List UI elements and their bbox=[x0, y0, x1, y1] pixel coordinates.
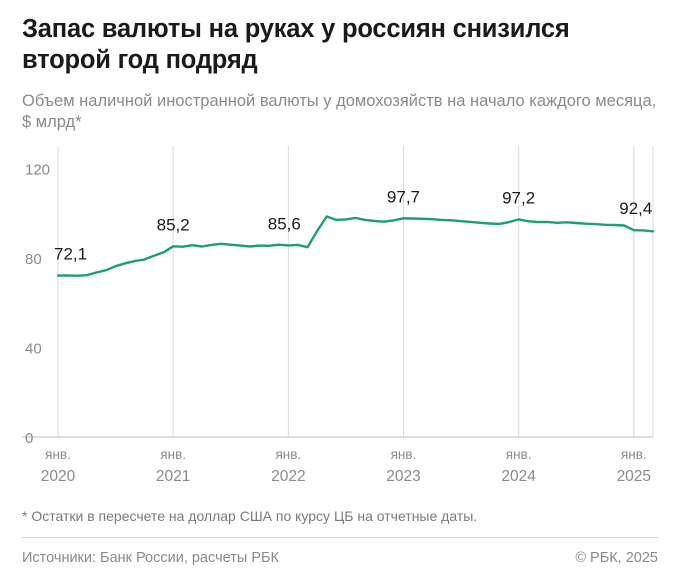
y-tick-label: 40 bbox=[25, 340, 42, 357]
data-label: 85,6 bbox=[268, 214, 301, 233]
x-tick-label-month: янв. bbox=[621, 447, 647, 462]
data-label: 97,7 bbox=[387, 187, 420, 206]
y-tick-label: 0 bbox=[25, 430, 33, 447]
x-tick-label-year: 2020 bbox=[41, 468, 76, 485]
line-chart: 0 40 80 120 янв. 2020 янв. 2021 янв. 2022 янв. 2023… bbox=[22, 146, 655, 485]
data-label: 85,2 bbox=[157, 215, 190, 234]
footer-divider bbox=[22, 537, 658, 538]
data-label: 92,4 bbox=[619, 199, 652, 218]
y-tick-label: 80 bbox=[25, 251, 42, 268]
x-tick-label-month: янв. bbox=[45, 447, 71, 462]
x-tick-label-year: 2022 bbox=[271, 468, 305, 485]
x-tick-label-year: 2023 bbox=[386, 468, 420, 485]
chart-title: Запас валюты на руках у россиян снизился… bbox=[22, 15, 570, 74]
y-tick-label: 120 bbox=[25, 161, 50, 178]
x-tick-label-year: 2021 bbox=[156, 468, 190, 485]
chart-subtitle: Объем наличной иностранной валюты у домо… bbox=[22, 92, 657, 131]
x-tick-label-year: 2025 bbox=[617, 468, 651, 485]
x-tick-label-month: янв. bbox=[506, 447, 532, 462]
data-label: 97,2 bbox=[502, 188, 535, 207]
copyright: © РБК, 2025 bbox=[575, 550, 658, 566]
footnote: * Остатки в пересчете на доллар США по к… bbox=[22, 508, 478, 524]
x-tick-label-month: янв. bbox=[275, 447, 301, 462]
x-tick-label-month: янв. bbox=[391, 447, 417, 462]
x-tick-label-year: 2024 bbox=[501, 468, 536, 485]
sources: Источники: Банк России, расчеты РБК bbox=[22, 550, 279, 566]
data-label: 72,1 bbox=[54, 245, 87, 264]
data-line bbox=[56, 215, 655, 278]
x-tick-label-month: янв. bbox=[160, 447, 186, 462]
